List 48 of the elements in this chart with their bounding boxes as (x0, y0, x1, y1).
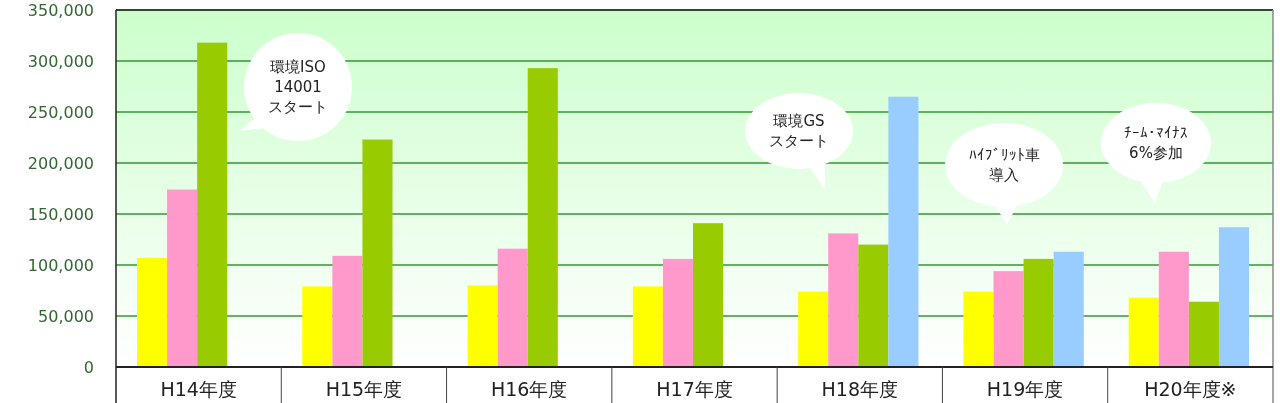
x-tick-label: H20年度※ (1144, 378, 1237, 400)
y-tick-label: 50,000 (38, 307, 94, 326)
x-tick-label: H17年度 (656, 378, 733, 400)
annotation: 14001 (274, 78, 322, 96)
annotation: スタート (769, 132, 829, 150)
bar (136, 257, 168, 367)
bar (858, 244, 889, 367)
bar (197, 42, 228, 367)
bar (888, 96, 919, 367)
bar (527, 68, 558, 367)
y-tick-label: 250,000 (27, 103, 94, 122)
annotation: 環境GS (773, 112, 825, 130)
bar (693, 223, 724, 367)
bar (963, 291, 994, 367)
bar (167, 189, 198, 367)
y-tick-label: 200,000 (27, 154, 94, 173)
annotation: 導入 (989, 166, 1019, 184)
bar (497, 248, 528, 367)
annotation: 6%参加 (1129, 144, 1183, 162)
annotation: ﾁｰﾑ･ﾏｲﾅｽ (1124, 124, 1188, 142)
y-tick-label: 100,000 (27, 256, 94, 275)
x-tick-label: H15年度 (325, 378, 403, 400)
bar (362, 139, 393, 367)
bar (1188, 301, 1219, 367)
bar (1023, 258, 1054, 367)
annotation: スタート (268, 98, 328, 116)
annotation: 環境ISO (270, 58, 326, 76)
bar (467, 285, 498, 367)
y-tick-label: 0 (83, 358, 94, 377)
x-tick-label: H19年度 (986, 378, 1064, 400)
x-tick-label: H14年度 (160, 378, 237, 400)
y-tick-label: 150,000 (27, 205, 94, 224)
x-tick-label: H18年度 (821, 378, 899, 400)
bar (1128, 297, 1159, 367)
bar (1053, 251, 1084, 367)
y-tick-label: 350,000 (27, 1, 94, 20)
bar (828, 233, 859, 367)
bar (302, 286, 333, 367)
bar (798, 291, 829, 367)
bar (1158, 251, 1189, 367)
annotation: ﾊｲﾌﾞﾘｯﾄ車 (968, 146, 1040, 164)
y-tick-label: 300,000 (27, 52, 94, 71)
bar (332, 255, 363, 367)
x-tick-label: H16年度 (490, 378, 568, 400)
bar (662, 258, 694, 367)
bar (632, 286, 663, 367)
bar (1218, 227, 1250, 367)
bar (993, 271, 1024, 367)
